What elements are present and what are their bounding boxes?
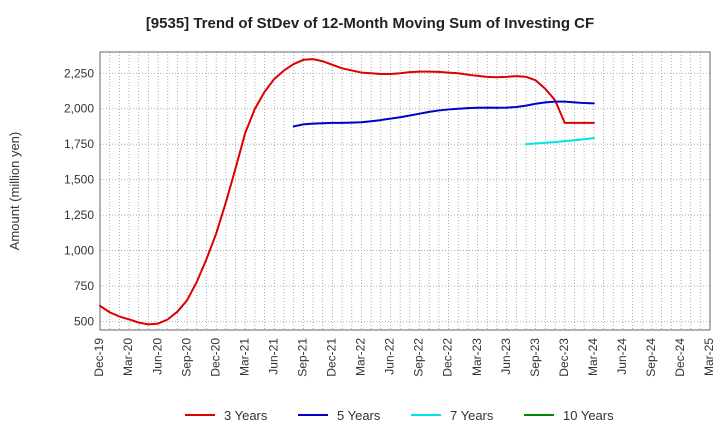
x-tick-label: Mar-24 <box>586 338 600 376</box>
x-tick-label: Jun-22 <box>383 338 397 375</box>
chart-title: [9535] Trend of StDev of 12-Month Moving… <box>146 15 594 32</box>
y-tick-label: 2,000 <box>64 102 94 116</box>
x-tick-label: Mar-22 <box>354 338 368 376</box>
x-tick-label: Dec-21 <box>325 338 339 377</box>
x-tick-label: Jun-21 <box>266 338 280 375</box>
plot-border <box>99 51 711 331</box>
y-tick-label: 1,750 <box>64 137 94 151</box>
x-tick-label: Sep-23 <box>528 338 542 377</box>
x-tick-label: Sep-20 <box>179 338 193 377</box>
series-line-5-years <box>292 100 595 128</box>
x-tick-label: Sep-24 <box>644 338 658 377</box>
legend-label: 7 Years <box>450 408 494 423</box>
y-axis-label: Amount (million yen) <box>7 132 22 251</box>
y-tick-label: 2,250 <box>64 66 94 80</box>
x-tick-label: Sep-21 <box>296 338 310 377</box>
plot-background <box>100 52 710 330</box>
series-line-3-years <box>99 58 595 326</box>
plot-area: Dec-19 Mar-20 Jun-20 Sep-20 Dec-20 Mar-21 Jun-… <box>64 51 716 377</box>
legend-label: 3 Years <box>224 408 268 423</box>
x-tick-label: Jun-24 <box>615 338 629 375</box>
x-tick-label: Sep-22 <box>412 338 426 377</box>
y-tick-label: 1,000 <box>64 244 94 258</box>
legend-label: 5 Years <box>337 408 381 423</box>
series-line-7-years <box>525 137 595 146</box>
legend: 3 Years 5 Years 7 Years 10 Years <box>185 408 614 423</box>
x-tick-label: Dec-24 <box>673 338 687 377</box>
y-tick-label: 1,250 <box>64 208 94 222</box>
x-tick-label: Dec-22 <box>441 338 455 377</box>
y-tick-label: 500 <box>74 314 94 328</box>
x-tick-label: Jun-23 <box>499 338 513 375</box>
x-tick-label: Mar-20 <box>121 338 135 376</box>
x-tick-label: Dec-23 <box>557 338 571 377</box>
x-tick-label: Dec-20 <box>208 338 222 377</box>
x-tick-label: Dec-19 <box>92 338 106 377</box>
x-tick-label: Mar-25 <box>702 338 716 376</box>
y-tick-label: 750 <box>74 279 94 293</box>
x-tick-label: Mar-23 <box>470 338 484 376</box>
legend-label: 10 Years <box>563 408 614 423</box>
x-tick-label: Jun-20 <box>150 338 164 375</box>
y-tick-label: 1,500 <box>64 173 94 187</box>
x-tick-label: Mar-21 <box>237 338 251 376</box>
